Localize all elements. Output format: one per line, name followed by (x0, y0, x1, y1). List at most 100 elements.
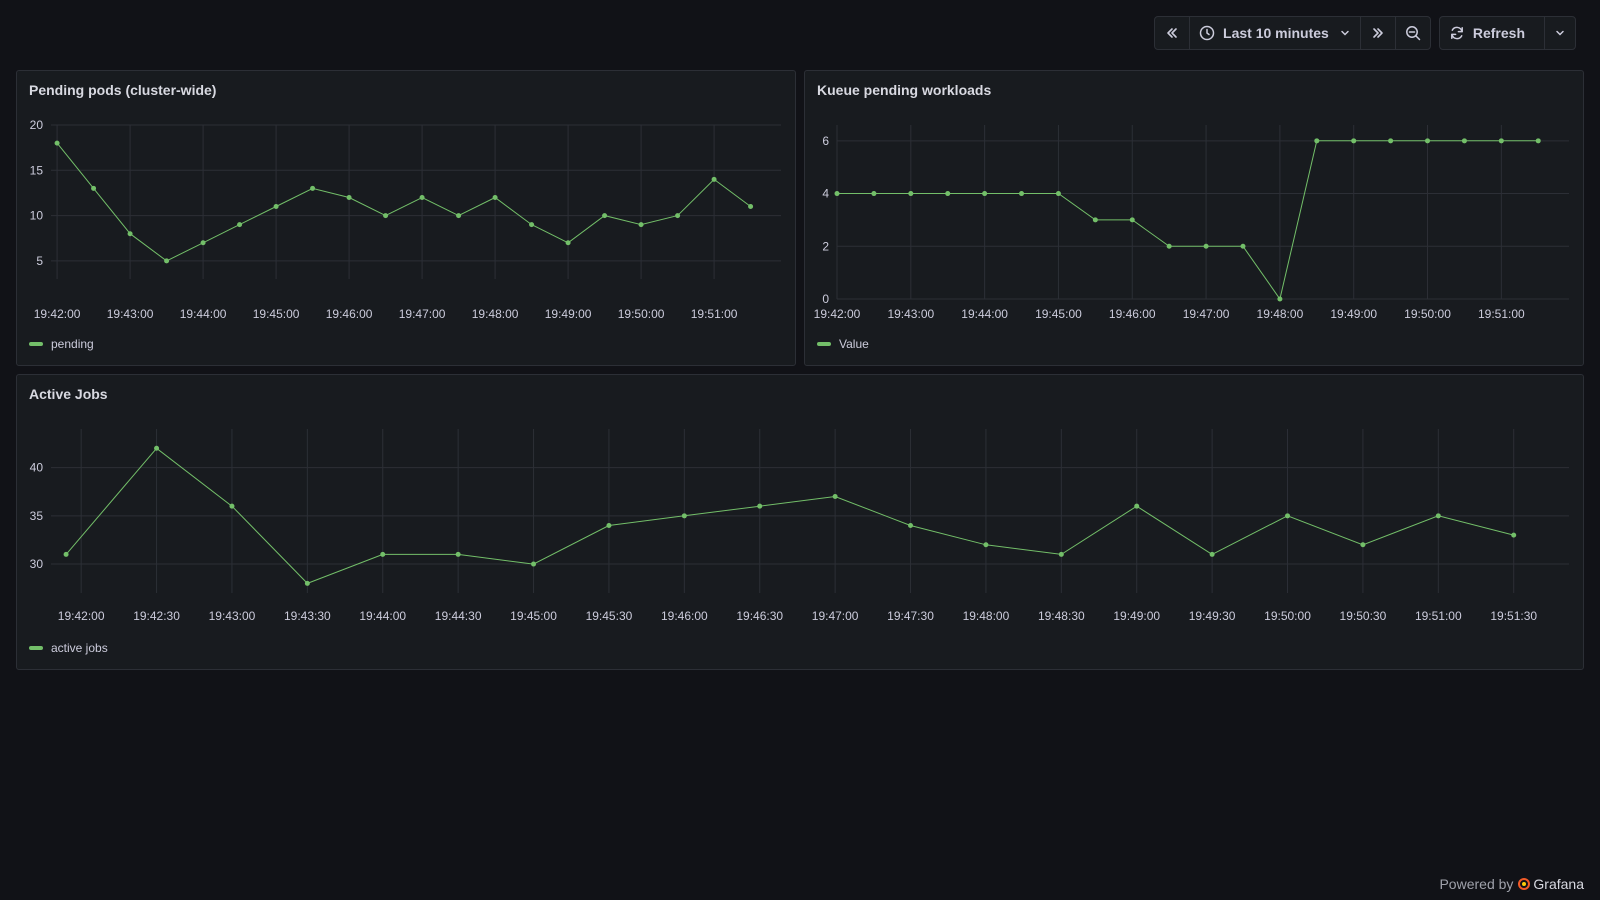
x-tick-label: 19:48:00 (963, 609, 1010, 623)
legend-item[interactable]: active jobs (29, 641, 108, 655)
panel-kueue-pending[interactable]: Kueue pending workloads 0 2 4 6 19:42:00 19:4… (804, 70, 1584, 366)
data-point (1511, 532, 1517, 538)
refresh-button[interactable]: Refresh (1440, 17, 1545, 49)
data-point (1019, 191, 1025, 197)
x-tick-label: 19:47:30 (887, 609, 934, 623)
panel-title: Pending pods (cluster-wide) (29, 82, 217, 98)
data-point (982, 191, 988, 197)
series-line (837, 140, 1539, 301)
data-point (606, 522, 612, 528)
data-point (908, 522, 914, 528)
x-tick-label: 19:49:00 (545, 307, 592, 321)
data-point (1240, 243, 1246, 249)
x-tick-label: 19:42:00 (58, 609, 105, 623)
series-line (56, 142, 751, 262)
clock-icon (1199, 25, 1215, 41)
series-line (65, 447, 1514, 584)
y-tick-label: 4 (822, 187, 829, 201)
data-point (1461, 138, 1467, 144)
x-tick-label: 19:50:00 (1264, 609, 1311, 623)
data-point (529, 222, 535, 228)
zoom-out-button[interactable] (1396, 17, 1430, 49)
x-tick-label: 19:45:00 (253, 307, 300, 321)
time-toolbar: Last 10 minutes Refresh (1154, 16, 1576, 50)
sync-icon (1450, 26, 1463, 40)
x-tick-label: 19:43:30 (284, 609, 331, 623)
chevron-down-icon (1341, 30, 1349, 36)
x-tick-label: 19:48:00 (1257, 307, 1304, 321)
data-point (229, 503, 235, 509)
legend-item[interactable]: pending (29, 337, 94, 351)
legend-label: pending (51, 337, 94, 351)
footer: Powered by Grafana (1439, 876, 1584, 892)
x-tick-label: 19:47:00 (1183, 307, 1230, 321)
data-point (1277, 296, 1283, 302)
x-tick-label: 19:46:00 (661, 609, 708, 623)
powered-by-text: Powered by (1439, 876, 1514, 892)
data-point (1134, 503, 1140, 509)
x-tick-label: 19:50:00 (1404, 307, 1451, 321)
x-tick-label: 19:48:00 (472, 307, 519, 321)
x-tick-label: 19:45:00 (510, 609, 557, 623)
data-point (757, 503, 763, 509)
y-tick-label: 6 (822, 134, 829, 148)
data-point (1209, 551, 1215, 557)
data-point (1425, 138, 1431, 144)
data-point (91, 185, 97, 191)
refresh-interval-dropdown[interactable] (1545, 17, 1575, 49)
time-forward-button[interactable] (1361, 17, 1396, 49)
chart-pending-pods: 5 10 15 20 19:42:00 19:43:00 19:44:00 19:45:00 1… (30, 118, 781, 321)
data-point (346, 194, 352, 200)
data-point (237, 222, 243, 228)
y-tick-label: 20 (30, 118, 44, 132)
chevron-down-icon (1556, 30, 1564, 36)
grafana-link[interactable]: Grafana (1517, 876, 1584, 892)
x-tick-label: 19:46:00 (1109, 307, 1156, 321)
legend-label: active jobs (51, 641, 108, 655)
time-backward-button[interactable] (1155, 17, 1191, 49)
x-tick-label: 19:43:00 (107, 307, 154, 321)
data-point (1058, 551, 1064, 557)
x-tick-label: 19:46:00 (326, 307, 373, 321)
data-point (1360, 542, 1366, 548)
x-tick-label: 19:44:30 (435, 609, 482, 623)
data-point (1166, 243, 1172, 249)
x-tick-label: 19:44:00 (359, 609, 406, 623)
data-point (455, 551, 461, 557)
data-point (531, 561, 537, 567)
x-tick-label: 19:45:00 (1035, 307, 1082, 321)
chevrons-right-icon (1373, 28, 1383, 38)
panel-pending-pods[interactable]: Pending pods (cluster-wide) 5 10 15 20 19:42… (16, 70, 796, 366)
data-point (310, 185, 316, 191)
refresh-label: Refresh (1472, 25, 1525, 41)
data-point (1203, 243, 1209, 249)
panel-active-jobs[interactable]: Active Jobs 30 35 40 19:42:00 19:42:30 19:43:… (16, 374, 1584, 670)
x-tick-label: 19:47:00 (399, 307, 446, 321)
data-point (748, 204, 754, 210)
data-point (1314, 138, 1320, 144)
x-tick-label: 19:42:00 (34, 307, 81, 321)
x-tick-label: 19:51:00 (1415, 609, 1462, 623)
x-tick-label: 19:46:30 (736, 609, 783, 623)
y-tick-label: 35 (30, 509, 44, 523)
data-point (1129, 217, 1135, 223)
data-point (492, 194, 498, 200)
legend-label: Value (839, 337, 869, 351)
legend-item[interactable]: Value (817, 337, 869, 351)
x-tick-label: 19:44:00 (961, 307, 1008, 321)
chevrons-left-icon (1167, 28, 1177, 38)
time-range-picker[interactable]: Last 10 minutes (1190, 17, 1361, 49)
data-point (871, 191, 877, 197)
data-point (154, 445, 160, 451)
x-tick-label: 19:50:00 (618, 307, 665, 321)
y-tick-label: 0 (822, 292, 829, 306)
data-point (383, 213, 389, 219)
y-tick-label: 2 (822, 239, 829, 253)
refresh-group: Refresh (1438, 16, 1576, 50)
data-point (1351, 138, 1357, 144)
data-point (200, 240, 206, 246)
data-point (380, 551, 386, 557)
data-point (304, 580, 310, 586)
data-point (711, 176, 717, 182)
x-tick-label: 19:49:00 (1113, 609, 1160, 623)
